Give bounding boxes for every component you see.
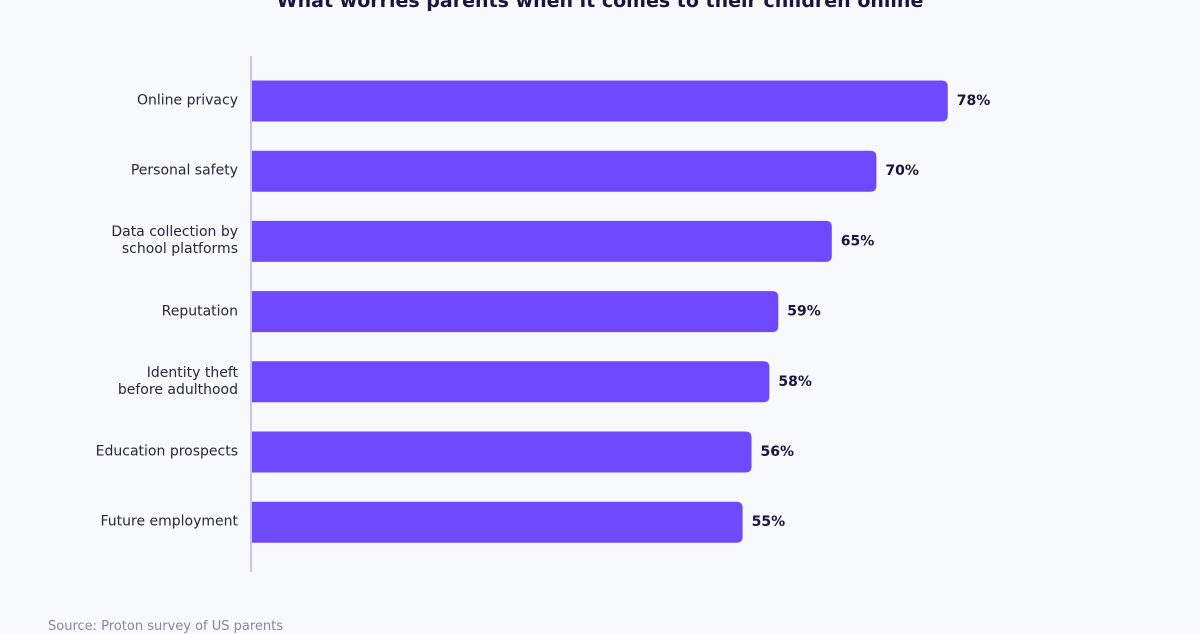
value-label: 58% bbox=[778, 374, 812, 390]
bar bbox=[252, 291, 779, 333]
category-label: Personal safety bbox=[130, 162, 238, 179]
bar bbox=[252, 220, 832, 262]
category-label: Data collection by school platforms bbox=[111, 224, 238, 258]
bar bbox=[252, 361, 770, 403]
value-label: 55% bbox=[752, 514, 786, 530]
value-label: 59% bbox=[787, 304, 821, 320]
category-label: Reputation bbox=[161, 303, 238, 320]
value-label: 56% bbox=[761, 444, 795, 460]
category-label: Identity theft before adulthood bbox=[117, 364, 238, 398]
bar bbox=[252, 150, 877, 192]
value-label: 70% bbox=[885, 163, 919, 179]
value-label: 78% bbox=[957, 93, 991, 109]
chart-title: What worries parents when it comes to th… bbox=[276, 0, 924, 12]
value-label: 65% bbox=[841, 233, 875, 249]
bar bbox=[252, 431, 752, 473]
bar bbox=[252, 80, 948, 122]
source-note: Source: Proton survey of US parents bbox=[48, 619, 284, 634]
category-label: Education prospects bbox=[95, 443, 238, 460]
bar bbox=[252, 501, 743, 543]
category-label: Future employment bbox=[100, 513, 238, 530]
category-label: Online privacy bbox=[137, 92, 238, 109]
